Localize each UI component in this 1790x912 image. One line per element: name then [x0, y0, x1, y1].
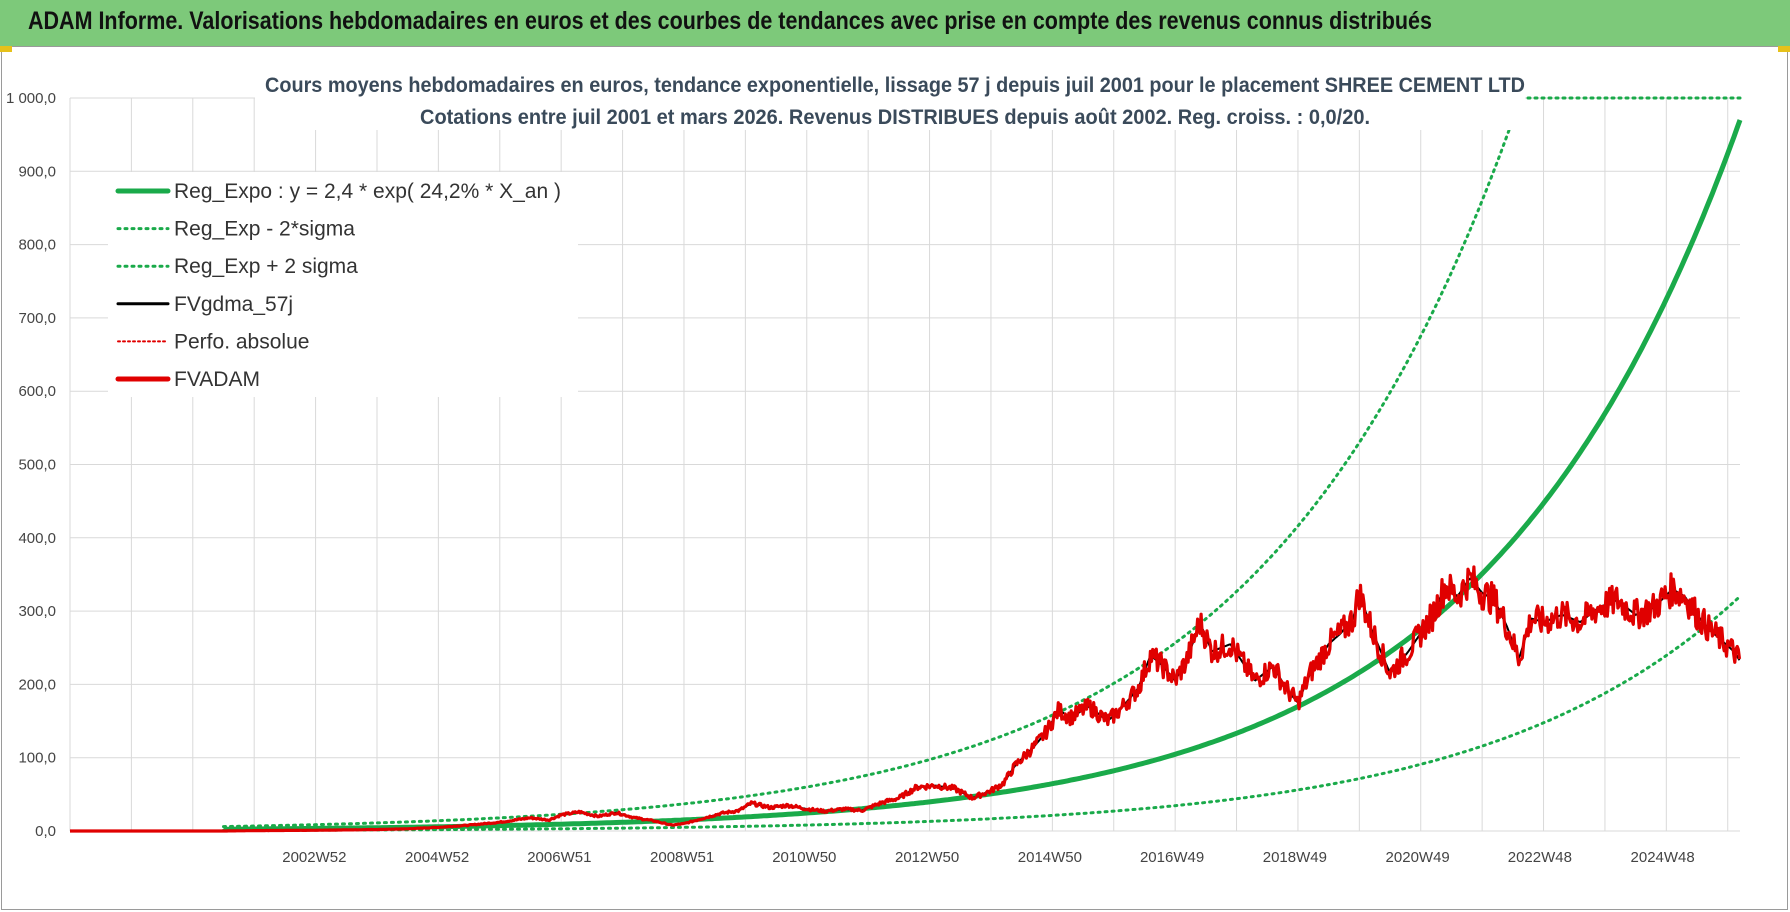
legend-label: Reg_Exp - 2*sigma [174, 218, 355, 241]
y-tick-label: 1 000,0 [6, 90, 56, 107]
legend-label: Reg_Exp + 2 sigma [174, 255, 358, 278]
chart-title: Cours moyens hebdomadaires en euros, ten… [255, 68, 1525, 130]
corner-mark-left [0, 46, 12, 52]
legend-label: Reg_Expo : y = 2,4 * exp( 24,2% * X_an ) [174, 180, 561, 203]
x-tick-label: 2012W50 [895, 849, 959, 866]
chart-title-line-1: Cours moyens hebdomadaires en euros, ten… [265, 74, 1525, 97]
series-reg-exp-plus-2sigma [222, 100, 1521, 829]
y-tick-label: 400,0 [18, 530, 56, 547]
y-tick-label: 100,0 [18, 750, 56, 767]
x-axis: 2002W52 2004W52 2006W51 2008W51 2010W50 2012W… [282, 849, 1694, 866]
x-tick-label: 2008W51 [650, 849, 714, 866]
y-tick-label: 800,0 [18, 237, 56, 254]
x-tick-label: 2020W49 [1386, 849, 1450, 866]
x-tick-label: 2002W52 [282, 849, 346, 866]
y-tick-label: 0,0 [35, 823, 56, 840]
x-tick-label: 2022W48 [1508, 849, 1572, 866]
x-tick-label: 2004W52 [405, 849, 469, 866]
chart-title-line-2: Cotations entre juil 2001 et mars 2026. … [420, 106, 1370, 129]
x-tick-label: 2014W50 [1018, 849, 1082, 866]
y-tick-label: 700,0 [18, 310, 56, 327]
y-tick-label: 600,0 [18, 383, 56, 400]
y-tick-label: 200,0 [18, 676, 56, 693]
corner-mark-right [1778, 46, 1790, 52]
legend-label: Perfo. absolue [174, 330, 309, 353]
report-title: ADAM Informe. Valorisations hebdomadaire… [28, 7, 1432, 35]
series-fvadam [69, 565, 1742, 833]
chart-frame [1, 46, 1788, 910]
y-axis: 0,0 100,0 200,0 300,0 400,0 500,0 600,0 700,0 80… [6, 90, 56, 840]
x-tick-label: 2006W51 [527, 849, 591, 866]
y-tick-label: 500,0 [18, 457, 56, 474]
report-banner: ADAM Informe. Valorisations hebdomadaire… [0, 0, 1790, 46]
grid-layer [69, 97, 1740, 832]
series-reg-exp-minus-2sigma [222, 594, 1742, 832]
y-tick-label: 300,0 [18, 603, 56, 620]
legend-label: FVADAM [174, 368, 260, 391]
x-tick-label: 2024W48 [1631, 849, 1695, 866]
series-layer [69, 96, 1743, 833]
legend-label: FVgdma_57j [174, 293, 293, 316]
x-tick-label: 2018W49 [1263, 849, 1327, 866]
y-tick-label: 900,0 [18, 163, 56, 180]
legend: Reg_Expo : y = 2,4 * exp( 24,2% * X_an )… [108, 172, 578, 397]
x-tick-label: 2016W49 [1140, 849, 1204, 866]
x-tick-label: 2010W50 [772, 849, 836, 866]
